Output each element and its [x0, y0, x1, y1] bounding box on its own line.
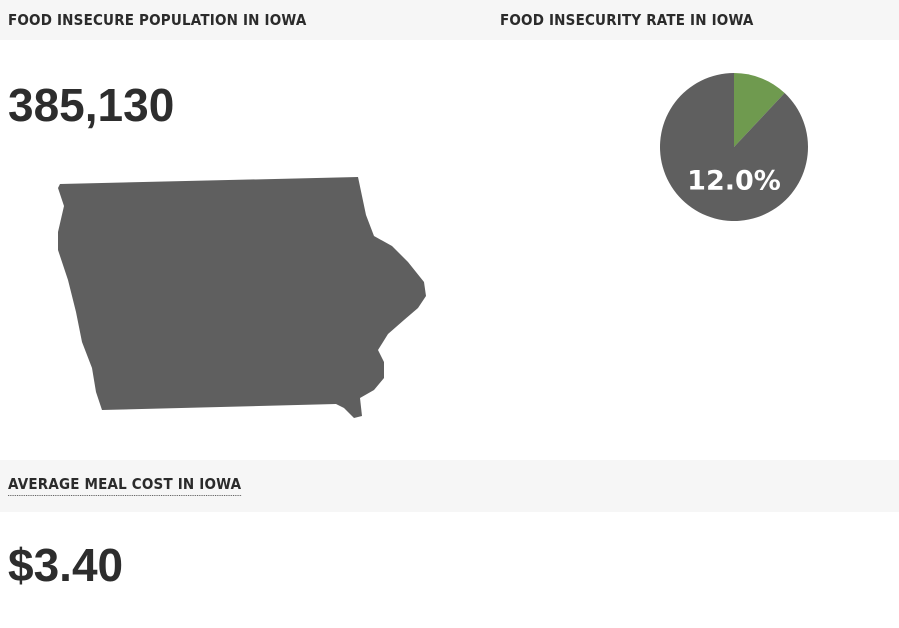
meal-cost-value: $3.40: [8, 539, 124, 591]
panel-title: FOOD INSECURE POPULATION IN IOWA: [8, 11, 307, 29]
panel-title: FOOD INSECURITY RATE IN IOWA: [500, 11, 754, 29]
header-band: [0, 460, 899, 512]
header-band: [0, 0, 899, 40]
pie-label: 12.0%: [687, 166, 781, 197]
pie-slice: [734, 73, 785, 147]
population-value: 385,130: [8, 79, 175, 131]
panel-title: AVERAGE MEAL COST IN IOWA: [8, 475, 242, 496]
pie-slice: [660, 73, 808, 221]
iowa-map: [58, 177, 426, 418]
